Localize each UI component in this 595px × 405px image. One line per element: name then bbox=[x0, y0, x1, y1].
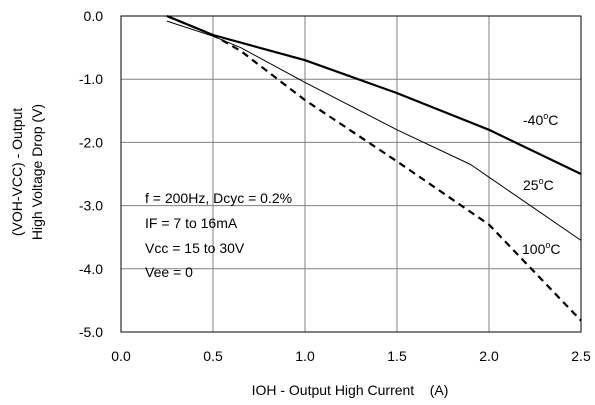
conditions-annotation: f = 200Hz, Dcyc = 0.2% IF = 7 to 16mA Vc… bbox=[145, 190, 292, 280]
y-tick-label: -1.0 bbox=[79, 71, 103, 87]
series-line-2 bbox=[166, 14, 582, 322]
series-lines bbox=[166, 14, 582, 322]
y-tick-label: -3.0 bbox=[79, 198, 103, 214]
y-axis-title-line-1: (VOH-VCC) - Output bbox=[9, 108, 25, 236]
x-tick-label: 1.0 bbox=[295, 348, 315, 364]
x-tick-label: 2.0 bbox=[479, 348, 499, 364]
series-label-0: -40oC bbox=[523, 111, 558, 128]
series-labels: -40oC 25oC 100oC bbox=[522, 111, 561, 257]
annotation-line-3: Vcc = 15 to 30V bbox=[145, 240, 245, 256]
x-tick-label: 0.5 bbox=[203, 348, 223, 364]
y-tick-label: -5.0 bbox=[79, 324, 103, 340]
series-line-0 bbox=[166, 14, 582, 175]
grid-lines bbox=[121, 16, 581, 332]
tick-labels: 0.0 0.5 1.0 1.5 2.0 2.5 0.0 -1.0 -2.0 -3.0 -4.0 -5.… bbox=[79, 8, 591, 364]
plot-frame bbox=[120, 15, 582, 333]
series-line-1 bbox=[166, 20, 582, 241]
x-tick-label: 1.5 bbox=[387, 348, 407, 364]
annotation-line-1: f = 200Hz, Dcyc = 0.2% bbox=[145, 190, 292, 206]
series-label-2: 100oC bbox=[522, 240, 561, 257]
annotation-line-2: IF = 7 to 16mA bbox=[145, 215, 238, 231]
x-tick-label: 2.5 bbox=[571, 348, 591, 364]
y-tick-label: -4.0 bbox=[79, 261, 103, 277]
x-axis-title: IOH - Output High Current (A) bbox=[252, 382, 449, 398]
series-label-1: 25oC bbox=[523, 176, 554, 193]
annotation-line-4: Vee = 0 bbox=[145, 264, 193, 280]
y-axis-title-line-2: High Voltage Drop (V) bbox=[29, 104, 45, 240]
x-tick-label: 0.0 bbox=[111, 348, 131, 364]
y-tick-label: -2.0 bbox=[79, 134, 103, 150]
y-tick-label: 0.0 bbox=[84, 8, 104, 24]
